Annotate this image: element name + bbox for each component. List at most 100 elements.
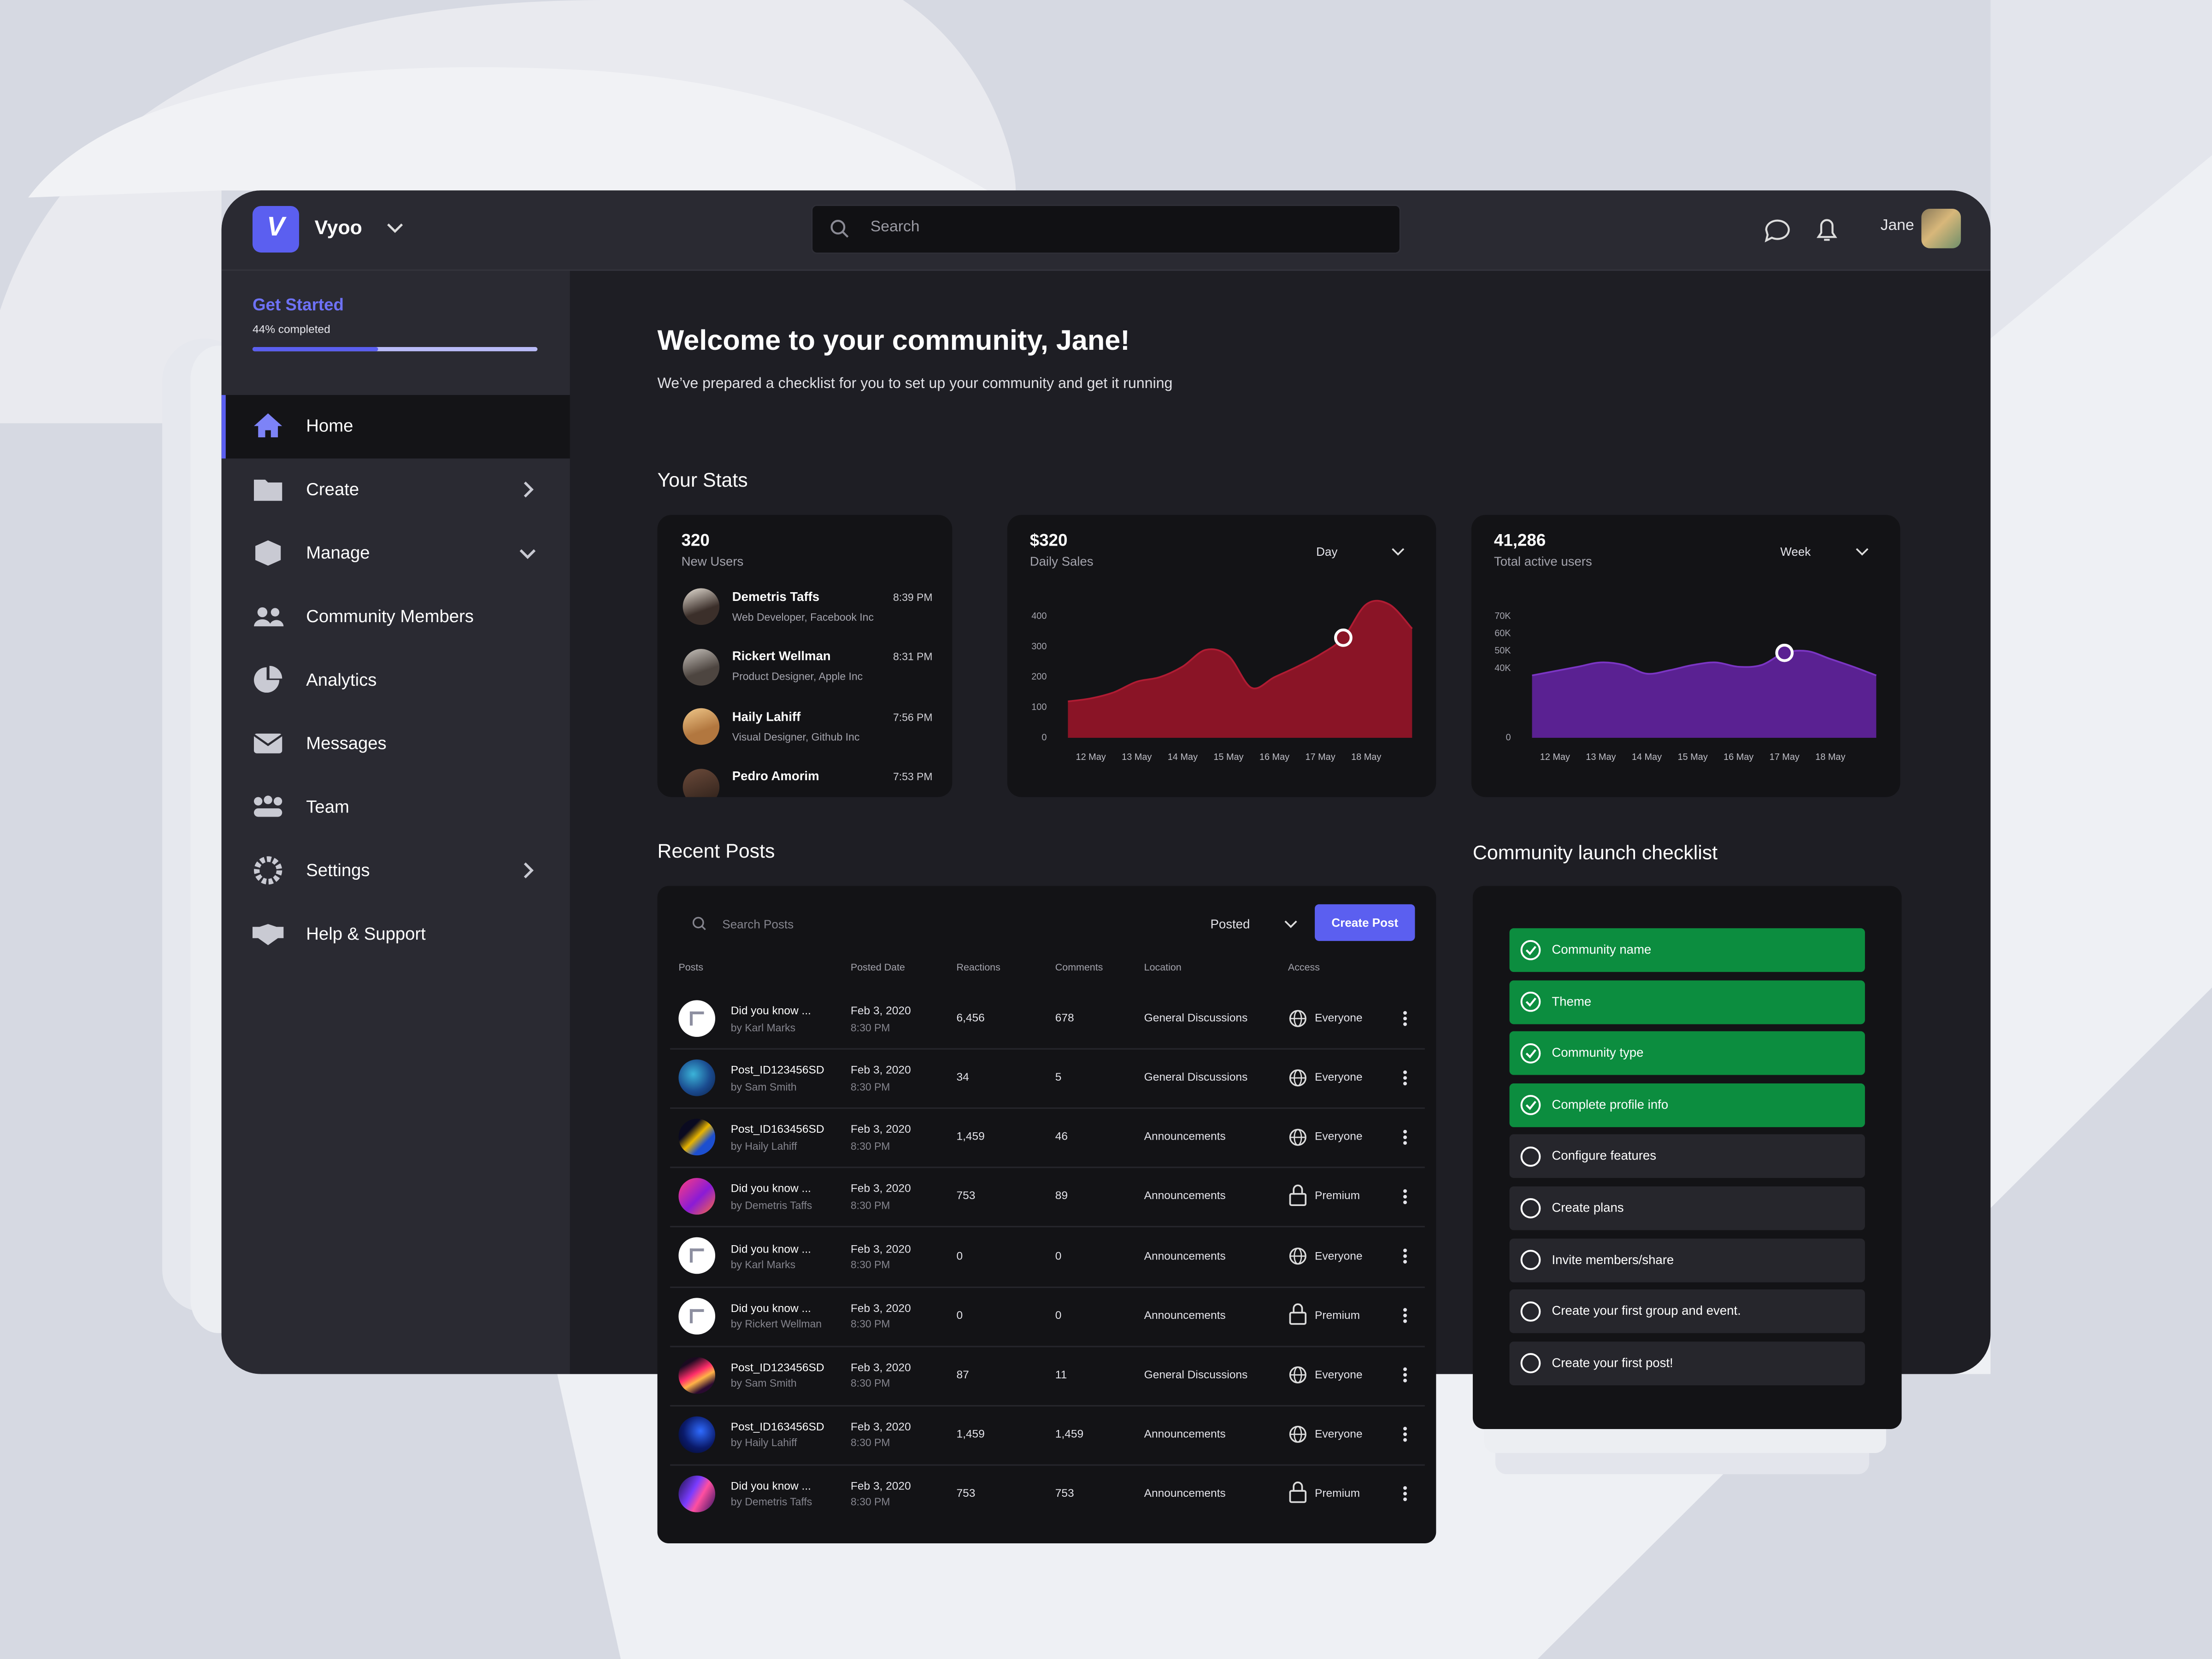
user-name[interactable]: Jane <box>1880 218 1914 235</box>
nav-item[interactable]: Help & Support <box>222 902 570 966</box>
nav-item[interactable]: Community Members <box>222 585 570 648</box>
logo[interactable]: V <box>252 206 299 253</box>
user-role: Visual Designer, Github Inc <box>732 730 860 743</box>
post-row[interactable]: Did you know ... by Rickert Wellman Feb 3,… <box>658 1286 1436 1345</box>
section-title: Recent Posts <box>657 839 775 862</box>
nav-item[interactable]: Manage <box>222 521 570 585</box>
checklist-label: Create your first group and event. <box>1552 1304 1741 1318</box>
column-header: Posts <box>678 963 704 973</box>
post-time: 8:30 PM <box>850 1436 890 1449</box>
post-location: General Discussions <box>1144 1012 1248 1025</box>
post-reactions: 753 <box>956 1190 976 1203</box>
post-row[interactable]: Post_ID123456SD by Sam Smith Feb 3, 2020 8:… <box>658 1345 1436 1405</box>
checklist-item[interactable]: Create plans <box>1509 1186 1865 1230</box>
checklist-item[interactable]: Create your first post! <box>1509 1341 1865 1385</box>
post-title: Did you know ... <box>730 1301 811 1315</box>
logo-letter: V <box>267 213 285 243</box>
button-label: Create Post <box>1331 915 1399 930</box>
stat-value: $320 <box>1030 530 1068 550</box>
row-separator <box>670 1107 1425 1109</box>
row-separator <box>670 1286 1425 1288</box>
posts-search[interactable]: Search Posts <box>722 917 794 931</box>
checklist-item[interactable]: Complete profile info <box>1509 1083 1865 1127</box>
post-title: Did you know ... <box>730 1005 811 1018</box>
post-date: Feb 3, 2020 <box>850 1182 911 1196</box>
stat-label: Total active users <box>1494 553 1592 568</box>
post-access: Everyone <box>1315 1427 1363 1441</box>
nav-item[interactable]: Messages <box>222 712 570 775</box>
post-row[interactable]: Post_ID163456SD by Haily Lahiff Feb 3, 202… <box>658 1108 1436 1167</box>
post-avatar <box>678 1119 716 1156</box>
checklist-item[interactable]: Theme <box>1509 980 1865 1024</box>
user-avatar <box>682 708 720 745</box>
post-comments: 11 <box>1055 1368 1067 1381</box>
checklist-item[interactable]: Configure features <box>1509 1135 1865 1179</box>
nav-item[interactable]: Team <box>222 775 570 839</box>
post-row[interactable]: Did you know ... by Karl Marks Feb 3, 2020… <box>658 1226 1436 1286</box>
post-row[interactable]: Did you know ... by Karl Marks Feb 3, 2020… <box>658 989 1436 1048</box>
text-post-icon <box>689 1249 704 1263</box>
nav-item[interactable]: Home <box>221 394 570 458</box>
user-avatar[interactable] <box>1921 209 1961 248</box>
stat-label: New Users <box>681 553 744 568</box>
user-time: 7:53 PM <box>893 770 933 783</box>
post-comments: 1,459 <box>1055 1427 1084 1441</box>
post-time: 8:30 PM <box>850 1495 890 1509</box>
nav-item[interactable]: Settings <box>222 839 570 902</box>
search-box[interactable]: Search <box>811 204 1401 254</box>
post-access: Premium <box>1315 1308 1360 1322</box>
checklist-label: Community name <box>1552 942 1652 957</box>
post-title: Did you know ... <box>730 1480 811 1493</box>
post-location: Announcements <box>1144 1130 1226 1143</box>
post-author: by Demetris Taffs <box>730 1199 812 1212</box>
row-separator <box>670 1167 1425 1169</box>
stat-label: Daily Sales <box>1030 553 1094 568</box>
period-dropdown[interactable]: Week <box>1780 544 1811 559</box>
user-name: Haily Lahiff <box>732 709 801 724</box>
checklist-item[interactable]: Community type <box>1509 1031 1865 1076</box>
posts-panel: Search Posts Posted Create Post Posts Posted… <box>657 886 1436 1543</box>
post-title: Post_ID123456SD <box>730 1361 824 1374</box>
post-avatar <box>678 1475 716 1512</box>
nav-item[interactable]: Analytics <box>222 648 570 712</box>
post-date: Feb 3, 2020 <box>850 1242 911 1255</box>
period-dropdown[interactable]: Day <box>1316 544 1338 559</box>
user-time: 7:56 PM <box>893 710 933 723</box>
nav-active-indicator <box>221 394 226 458</box>
post-row[interactable]: Post_ID123456SD by Sam Smith Feb 3, 2020 8:… <box>658 1048 1436 1108</box>
post-reactions: 6,456 <box>956 1012 985 1025</box>
brand-name[interactable]: Vyoo <box>314 215 362 238</box>
background-shape <box>1990 0 2212 339</box>
post-comments: 0 <box>1055 1308 1062 1322</box>
checklist-item[interactable]: Create your first group and event. <box>1509 1289 1865 1334</box>
post-author: by Demetris Taffs <box>730 1495 812 1509</box>
post-time: 8:30 PM <box>850 1318 890 1330</box>
post-reactions: 0 <box>956 1249 963 1262</box>
nav-label: Team <box>306 796 349 816</box>
user-avatar <box>682 588 720 625</box>
checklist-item[interactable]: Community name <box>1509 928 1865 972</box>
post-row[interactable]: Did you know ... by Demetris Taffs Feb 3, … <box>658 1167 1436 1227</box>
posts-filter[interactable]: Posted <box>1210 916 1250 931</box>
background-shape <box>28 67 988 198</box>
text-post-icon <box>689 1308 704 1323</box>
post-date: Feb 3, 2020 <box>850 1064 911 1077</box>
post-author: by Haily Lahiff <box>730 1436 797 1449</box>
post-author: by Rickert Wellman <box>730 1318 822 1330</box>
nav-item[interactable]: Create <box>222 458 570 521</box>
post-location: Announcements <box>1144 1487 1226 1500</box>
user-time: 8:39 PM <box>893 590 933 603</box>
post-location: Announcements <box>1144 1308 1226 1322</box>
post-row[interactable]: Did you know ... by Demetris Taffs Feb 3, … <box>658 1464 1436 1524</box>
post-author: by Haily Lahiff <box>730 1139 797 1153</box>
post-row[interactable]: Post_ID163456SD by Haily Lahiff Feb 3, 202… <box>658 1405 1436 1464</box>
post-time: 8:30 PM <box>850 1080 890 1093</box>
daily-sales-card: $320 Daily Sales Day <box>1007 515 1436 797</box>
create-post-button[interactable]: Create Post <box>1315 904 1415 941</box>
get-started[interactable]: Get Started <box>252 294 344 315</box>
active-users-card: 41,286 Total active users Week <box>1471 515 1900 797</box>
user-time: 8:31 PM <box>893 650 933 663</box>
checklist-item[interactable]: Invite members/share <box>1509 1238 1865 1282</box>
progress-label: 44% completed <box>252 323 330 336</box>
